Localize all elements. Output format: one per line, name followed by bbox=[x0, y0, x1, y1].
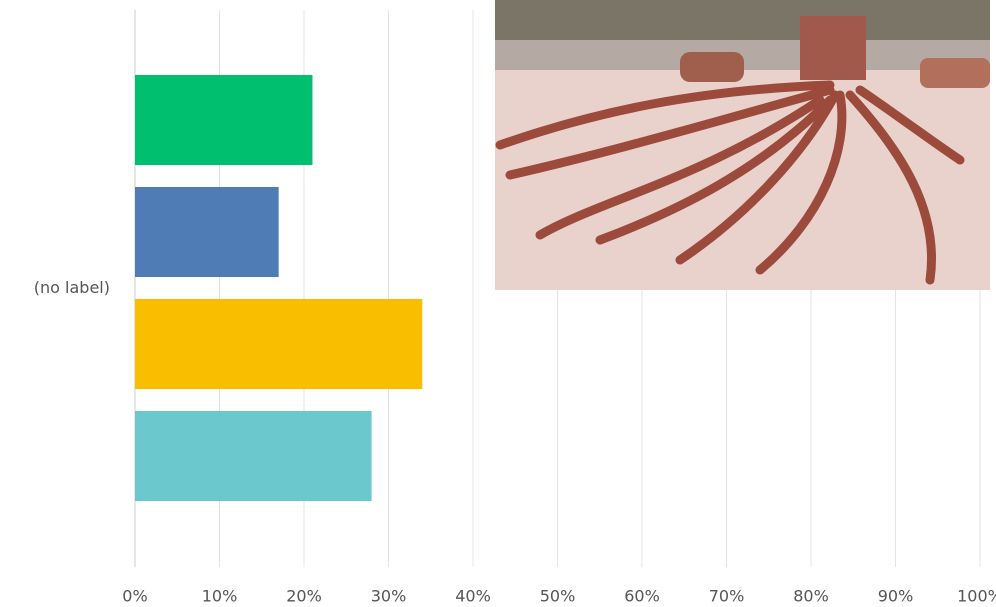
x-tick-label: 60% bbox=[624, 587, 660, 606]
x-tick-label: 50% bbox=[540, 587, 576, 606]
bar bbox=[135, 299, 423, 389]
x-tick-label: 70% bbox=[709, 587, 745, 606]
plot-area: 0% 10% 20% 30% 40% 50% 60% 70% 80% 90% 100% (no lab… bbox=[34, 10, 996, 606]
y-tick-label: (no label) bbox=[34, 278, 110, 297]
x-tick-label: 10% bbox=[202, 587, 238, 606]
x-tick-label: 100% bbox=[957, 587, 996, 606]
bar bbox=[135, 187, 279, 277]
x-tick-label: 20% bbox=[286, 587, 322, 606]
x-tick-label: 0% bbox=[122, 587, 147, 606]
photo bbox=[495, 0, 990, 290]
x-tick-label: 40% bbox=[455, 587, 491, 606]
x-tick-label: 90% bbox=[878, 587, 914, 606]
x-tick-label: 30% bbox=[371, 587, 407, 606]
x-tick-label: 80% bbox=[793, 587, 829, 606]
bar bbox=[135, 411, 372, 501]
bar bbox=[135, 75, 313, 165]
